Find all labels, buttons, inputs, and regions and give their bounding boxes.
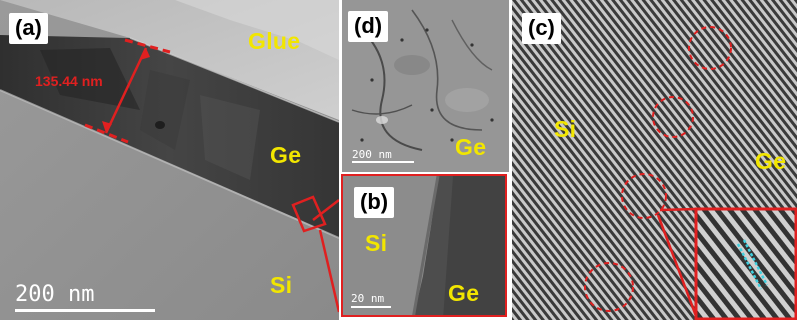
panel-d-ge-label: Ge <box>455 134 487 160</box>
panel-d: (d) Ge 200 nm <box>342 0 509 172</box>
panel-b: (b) Si Ge 20 nm <box>341 174 507 317</box>
panel-c-si-label: Si <box>554 116 577 142</box>
panel-a-glue-label: Glue <box>248 28 301 54</box>
panel-a-image <box>0 0 339 320</box>
panel-d-scale-bar <box>352 161 414 163</box>
panel-a-ge-label: Ge <box>270 142 302 168</box>
panel-c: (c) Si Ge <box>512 0 797 320</box>
panel-a-label: (a) <box>9 13 48 44</box>
panel-d-label: (d) <box>348 11 389 42</box>
panel-c-ge-label: Ge <box>755 148 787 174</box>
panel-d-scale-text: 200 nm <box>352 148 392 161</box>
panel-b-scale-bar <box>351 306 391 308</box>
panel-b-scale-text: 20 nm <box>351 292 385 305</box>
panel-b-si-label: Si <box>365 230 388 256</box>
panel-b-label: (b) <box>354 187 395 218</box>
panel-a: (a) Glue Ge Si 135.44 nm 200 nm <box>0 0 339 320</box>
panel-b-image <box>343 176 505 315</box>
panel-a-si-label: Si <box>270 272 293 298</box>
panel-c-label: (c) <box>522 13 561 44</box>
panel-c-image <box>512 0 797 320</box>
thickness-measurement: 135.44 nm <box>35 73 103 89</box>
panel-b-ge-label: Ge <box>448 280 480 306</box>
panel-a-scale-text: 200 nm <box>15 282 95 307</box>
panel-a-scale-bar <box>15 309 155 312</box>
